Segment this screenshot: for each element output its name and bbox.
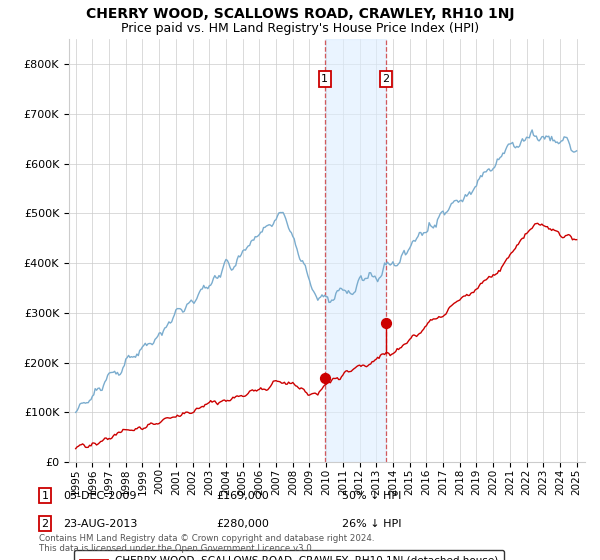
Bar: [325, 39, 386, 462]
Text: £169,000: £169,000: [216, 491, 269, 501]
Text: 26% ↓ HPI: 26% ↓ HPI: [342, 519, 401, 529]
Text: 2: 2: [382, 74, 389, 84]
Point: [381, 318, 391, 327]
Text: 03-DEC-2009: 03-DEC-2009: [63, 491, 137, 501]
Text: 1: 1: [41, 491, 49, 501]
Text: 23-AUG-2013: 23-AUG-2013: [63, 519, 137, 529]
Legend: CHERRY WOOD, SCALLOWS ROAD, CRAWLEY, RH10 1NJ (detached house), HPI: Average pri: CHERRY WOOD, SCALLOWS ROAD, CRAWLEY, RH1…: [74, 550, 505, 560]
Text: 1: 1: [321, 74, 328, 84]
Text: 50% ↓ HPI: 50% ↓ HPI: [342, 491, 401, 501]
Point: [320, 374, 329, 382]
Text: Contains HM Land Registry data © Crown copyright and database right 2024.
This d: Contains HM Land Registry data © Crown c…: [39, 534, 374, 553]
Text: CHERRY WOOD, SCALLOWS ROAD, CRAWLEY, RH10 1NJ: CHERRY WOOD, SCALLOWS ROAD, CRAWLEY, RH1…: [86, 7, 514, 21]
Text: 2: 2: [41, 519, 49, 529]
Text: £280,000: £280,000: [216, 519, 269, 529]
Text: Price paid vs. HM Land Registry's House Price Index (HPI): Price paid vs. HM Land Registry's House …: [121, 22, 479, 35]
